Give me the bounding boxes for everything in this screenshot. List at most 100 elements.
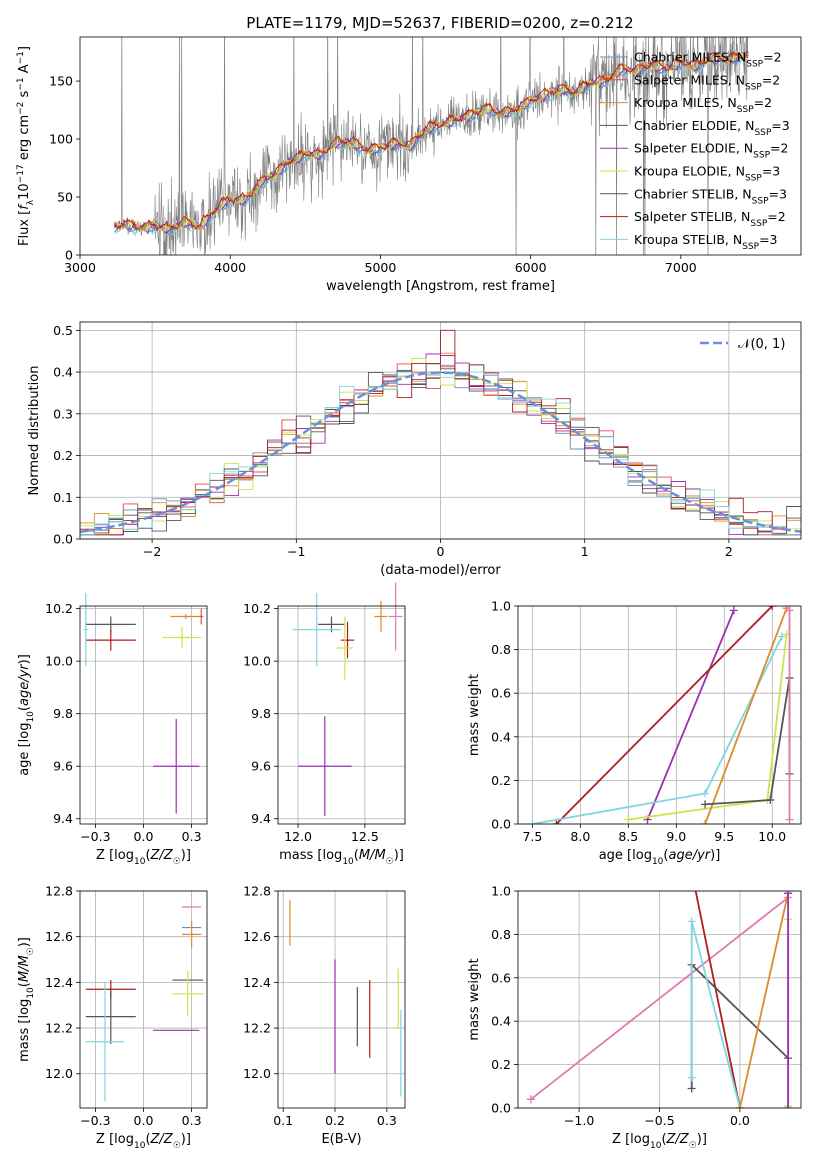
figure-title: PLATE=1179, MJD=52637, FIBERID=0200, z=0…	[246, 14, 633, 32]
y-tick-label: 100	[49, 132, 73, 147]
plot-area-mass_vs_EBV	[289, 900, 402, 1097]
y-tick-label: 0.3	[53, 406, 73, 421]
axes-frame	[79, 605, 208, 825]
y-tick-label: 0.0	[53, 532, 73, 547]
axes-frame	[277, 605, 406, 825]
y-axis-label: mass weight	[467, 958, 482, 1040]
panel-spectrum: 3000 4000 5000 6000 7000 0 50 100 150 wavelength …	[16, 36, 802, 294]
x-tick-label: 3000	[64, 260, 96, 275]
x-tick-label: 12.0	[284, 829, 312, 844]
weight-marker	[687, 1073, 696, 1082]
weight-marker	[784, 1104, 793, 1108]
y-tick-label: 0.6	[491, 970, 511, 985]
x-tick-label: 0.0	[134, 1113, 154, 1128]
weight-series	[694, 891, 741, 1108]
y-tick-label: 1.0	[491, 599, 511, 614]
x-tick-label: 12.5	[351, 829, 379, 844]
weight-series	[704, 607, 788, 824]
histogram-series	[80, 371, 801, 536]
weight-marker	[701, 820, 710, 824]
y-tick-label: 12.2	[243, 1021, 271, 1036]
x-axis-label: Z [log10(Z/Z☉)]	[96, 848, 191, 867]
y-tick-label: 12.8	[243, 884, 271, 899]
x-tick-label: −1.0	[564, 1113, 594, 1128]
weight-marker	[526, 1095, 535, 1104]
y-tick-label: 10.2	[45, 601, 73, 616]
model-spectrum	[114, 51, 749, 233]
plot-area-age_vs_Z	[83, 592, 204, 814]
plot-area-mass_vs_Z	[85, 906, 204, 1102]
x-tick-label: 10.0	[758, 829, 786, 844]
y-axis-label: mass weight	[467, 674, 482, 756]
panel-mass_vs_Z: −0.3 0.0 0.3 12.0 12.2 12.4 12.6 12.8 Z [log10(Z…	[17, 884, 208, 1151]
x-tick-label: −0.3	[80, 1113, 110, 1128]
x-tick-label: −0.5	[644, 1113, 674, 1128]
axes-frame	[79, 321, 802, 540]
weight-marker	[624, 815, 633, 824]
x-tick-label: 0	[437, 544, 445, 559]
y-tick-label: 9.4	[251, 811, 271, 826]
y-tick-label: 12.6	[45, 929, 73, 944]
x-tick-label: 9.0	[666, 829, 686, 844]
weight-series	[739, 893, 789, 1108]
weight-marker	[528, 820, 537, 824]
weight-marker	[687, 1084, 696, 1093]
weight-marker	[785, 606, 794, 615]
y-tick-label: 10.0	[243, 654, 271, 669]
x-tick-label: 0.3	[182, 829, 202, 844]
plot-area-age_vs_mass	[292, 582, 403, 817]
x-tick-label: 0.3	[182, 1113, 202, 1128]
y-tick-label: 12.8	[45, 884, 73, 899]
weight-marker	[701, 789, 710, 798]
y-tick-label: 9.8	[53, 706, 73, 721]
x-axis-label: E(B-V)	[321, 1132, 361, 1147]
y-tick-label: 12.4	[45, 975, 73, 990]
legend-label: Salpeter STELIB, NSSP=2	[634, 209, 786, 229]
axes-frame	[277, 890, 406, 1109]
x-tick-label: −1	[287, 544, 305, 559]
weight-series	[555, 606, 773, 824]
plot-area-massweight_vs_Z	[526, 891, 793, 1108]
x-tick-label: 5000	[365, 260, 397, 275]
x-tick-label: 0.0	[730, 1113, 750, 1128]
plot-area-residuals	[79, 329, 802, 536]
weight-marker	[735, 1104, 744, 1108]
y-tick-label: 150	[49, 74, 73, 89]
x-axis-label: mass [log10(M/M☉)]	[279, 848, 404, 867]
y-tick-label: 0.5	[53, 323, 73, 338]
x-axis-label: wavelength [Angstrom, rest frame]	[326, 279, 555, 294]
y-tick-label: 0.1	[53, 490, 73, 505]
model-spectrum	[114, 52, 749, 232]
x-tick-label: 6000	[515, 260, 547, 275]
weight-series	[690, 921, 741, 1108]
panel-residuals: −2 −1 0 1 2 0.0 0.1 0.2 0.3 0.4 0.5 𝒩(0, 1) (data-mo…	[27, 321, 802, 578]
y-tick-label: 0.0	[491, 817, 511, 832]
x-axis-label: age [log10(age/yr)]	[599, 848, 721, 867]
y-tick-label: 0.8	[491, 927, 511, 942]
weight-marker	[766, 796, 775, 805]
y-tick-label: 0.4	[491, 1014, 511, 1029]
y-tick-label: 0.6	[491, 686, 511, 701]
y-tick-label: 0.4	[491, 729, 511, 744]
axes-frame	[79, 36, 802, 256]
legend-label: 𝒩(0, 1)	[738, 337, 785, 352]
x-tick-label: 7000	[665, 260, 697, 275]
y-tick-label: 9.6	[251, 759, 271, 774]
x-axis-label: Z [log10(Z/Z☉)]	[96, 1132, 191, 1151]
y-tick-label: 12.0	[243, 1066, 271, 1081]
weight-series	[705, 677, 791, 806]
x-axis-label: (data-model)/error	[380, 563, 501, 578]
legend-label: Kroupa STELIB, NSSP=3	[634, 232, 778, 252]
y-tick-label: 50	[57, 190, 73, 205]
axes-frame	[517, 605, 802, 825]
legend-label: Salpeter ELODIE, NSSP=2	[634, 141, 788, 161]
x-tick-label: 4000	[214, 260, 246, 275]
y-tick-label: 0	[65, 248, 73, 263]
x-tick-label: 0.0	[134, 829, 154, 844]
x-tick-label: 1	[581, 544, 589, 559]
y-tick-label: 12.2	[45, 1021, 73, 1036]
legend-label: Kroupa MILES, NSSP=2	[634, 95, 772, 115]
x-tick-label: 8.0	[570, 829, 590, 844]
x-tick-label: 7.5	[522, 829, 542, 844]
